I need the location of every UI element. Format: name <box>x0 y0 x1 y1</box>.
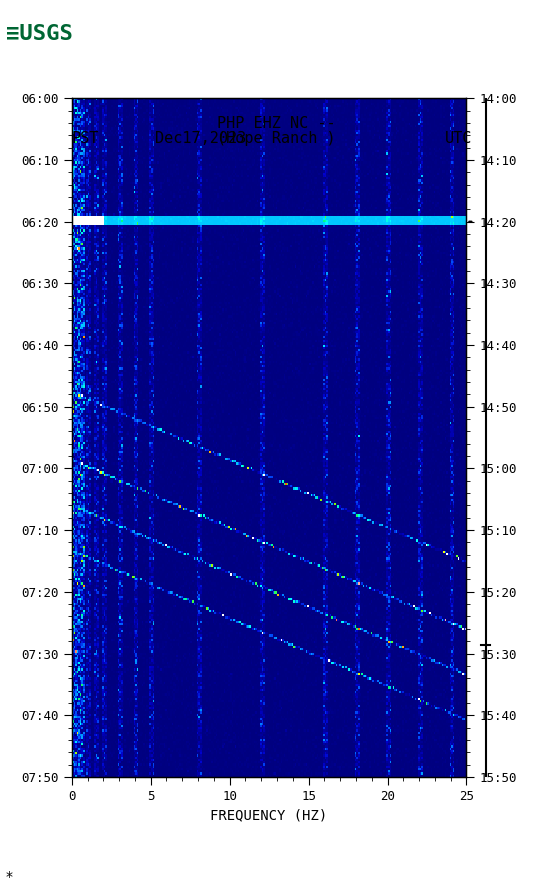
Text: UTC: UTC <box>444 131 472 146</box>
Text: PST: PST <box>72 131 99 146</box>
Text: ≡USGS: ≡USGS <box>6 24 72 44</box>
X-axis label: FREQUENCY (HZ): FREQUENCY (HZ) <box>210 809 328 822</box>
Text: *: * <box>6 870 13 884</box>
Text: (Hope Ranch ): (Hope Ranch ) <box>217 131 335 146</box>
Text: PHP EHZ NC --: PHP EHZ NC -- <box>217 116 335 130</box>
Text: Dec17,2023: Dec17,2023 <box>155 131 246 146</box>
